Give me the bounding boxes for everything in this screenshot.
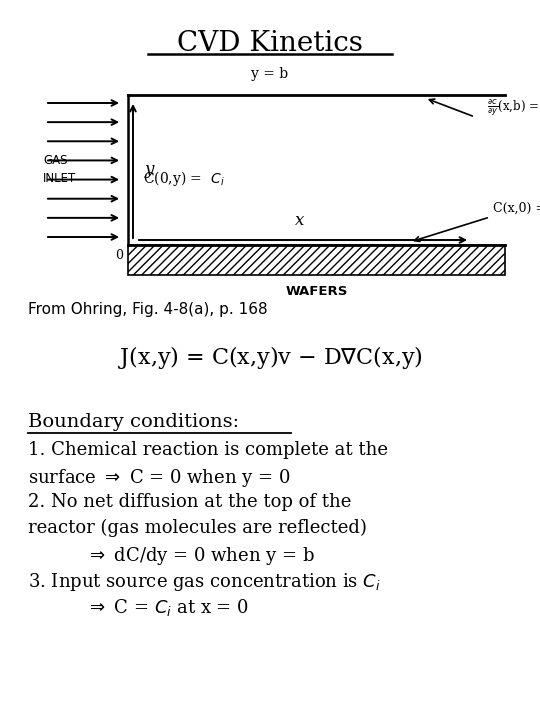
Text: 1. Chemical reaction is complete at the: 1. Chemical reaction is complete at the: [28, 441, 388, 459]
Text: J(x,y) = C(x,y)v $-$ D$\nabla$C(x,y): J(x,y) = C(x,y)v $-$ D$\nabla$C(x,y): [118, 344, 422, 371]
Text: WAFERS: WAFERS: [285, 285, 348, 298]
Text: x: x: [295, 212, 305, 229]
Text: 3. Input source gas concentration is $C_i$: 3. Input source gas concentration is $C_…: [28, 571, 381, 593]
Bar: [128, 245, 505, 275]
Text: reactor (gas molecules are reflected): reactor (gas molecules are reflected): [28, 519, 367, 537]
Text: 0: 0: [115, 249, 123, 262]
Text: CVD Kinetics: CVD Kinetics: [177, 30, 363, 57]
Text: y: y: [145, 161, 154, 179]
Text: INLET: INLET: [43, 173, 76, 186]
Text: $\Rightarrow$ C = $C_i$ at x = 0: $\Rightarrow$ C = $C_i$ at x = 0: [86, 597, 249, 618]
Text: From Ohring, Fig. 4-8(a), p. 168: From Ohring, Fig. 4-8(a), p. 168: [28, 302, 268, 317]
Text: 2. No net diffusion at the top of the: 2. No net diffusion at the top of the: [28, 493, 352, 511]
Text: surface $\Rightarrow$ C = 0 when y = 0: surface $\Rightarrow$ C = 0 when y = 0: [28, 467, 291, 489]
Text: y = b: y = b: [252, 67, 288, 81]
Text: $\frac{\partial c}{\partial y}$(x,b) = 0: $\frac{\partial c}{\partial y}$(x,b) = 0: [487, 97, 540, 118]
Text: Boundary conditions:: Boundary conditions:: [28, 413, 239, 431]
Text: C(0,y) =  $C_i$: C(0,y) = $C_i$: [143, 168, 225, 187]
Text: $\Rightarrow$ dC/dy = 0 when y = b: $\Rightarrow$ dC/dy = 0 when y = b: [86, 545, 315, 567]
Text: C(x,0) = 0: C(x,0) = 0: [493, 202, 540, 215]
Text: GAS: GAS: [43, 155, 68, 168]
